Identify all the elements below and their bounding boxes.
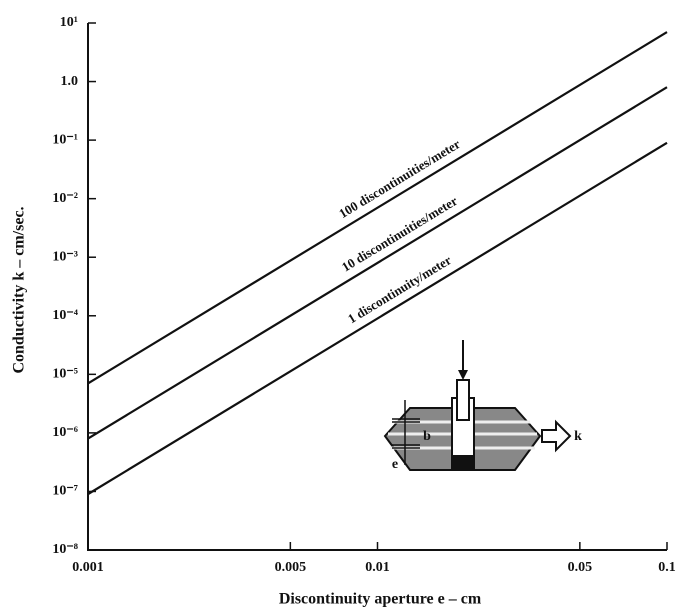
y-tick-label: 10¹ — [60, 15, 78, 30]
x-tick-label: 0.05 — [568, 560, 593, 575]
x-tick-label: 0.001 — [72, 560, 104, 575]
annotation: k — [574, 429, 582, 444]
y-tick-label: 10⁻⁶ — [52, 425, 78, 440]
y-tick-label: 10⁻³ — [52, 249, 78, 264]
axes — [87, 23, 667, 551]
x-tick-label: 0.01 — [365, 560, 390, 575]
series-line — [87, 31, 668, 385]
y-tick-label: 10⁻² — [52, 191, 78, 206]
y-tick-label: 10⁻⁴ — [52, 308, 78, 323]
y-tick-label: 10⁻⁵ — [52, 367, 78, 382]
x-axis-label: Discontinuity aperture e – cm — [279, 591, 482, 608]
annotation: b — [423, 429, 431, 444]
y-axis-label: Conductivity k – cm/sec. — [11, 206, 28, 373]
y-tick-label: 10⁻⁷ — [52, 484, 78, 499]
annotation: e — [392, 457, 398, 472]
y-tick-label: 1.0 — [61, 74, 79, 89]
x-tick-label: 0.1 — [658, 560, 676, 575]
series-line — [87, 141, 668, 496]
y-tick-label: 10⁻¹ — [52, 132, 78, 147]
inset-diagram — [383, 340, 572, 471]
x-tick-label: 0.005 — [275, 560, 307, 575]
y-tick-label: 10⁻⁸ — [52, 542, 78, 557]
series-line — [87, 86, 668, 440]
